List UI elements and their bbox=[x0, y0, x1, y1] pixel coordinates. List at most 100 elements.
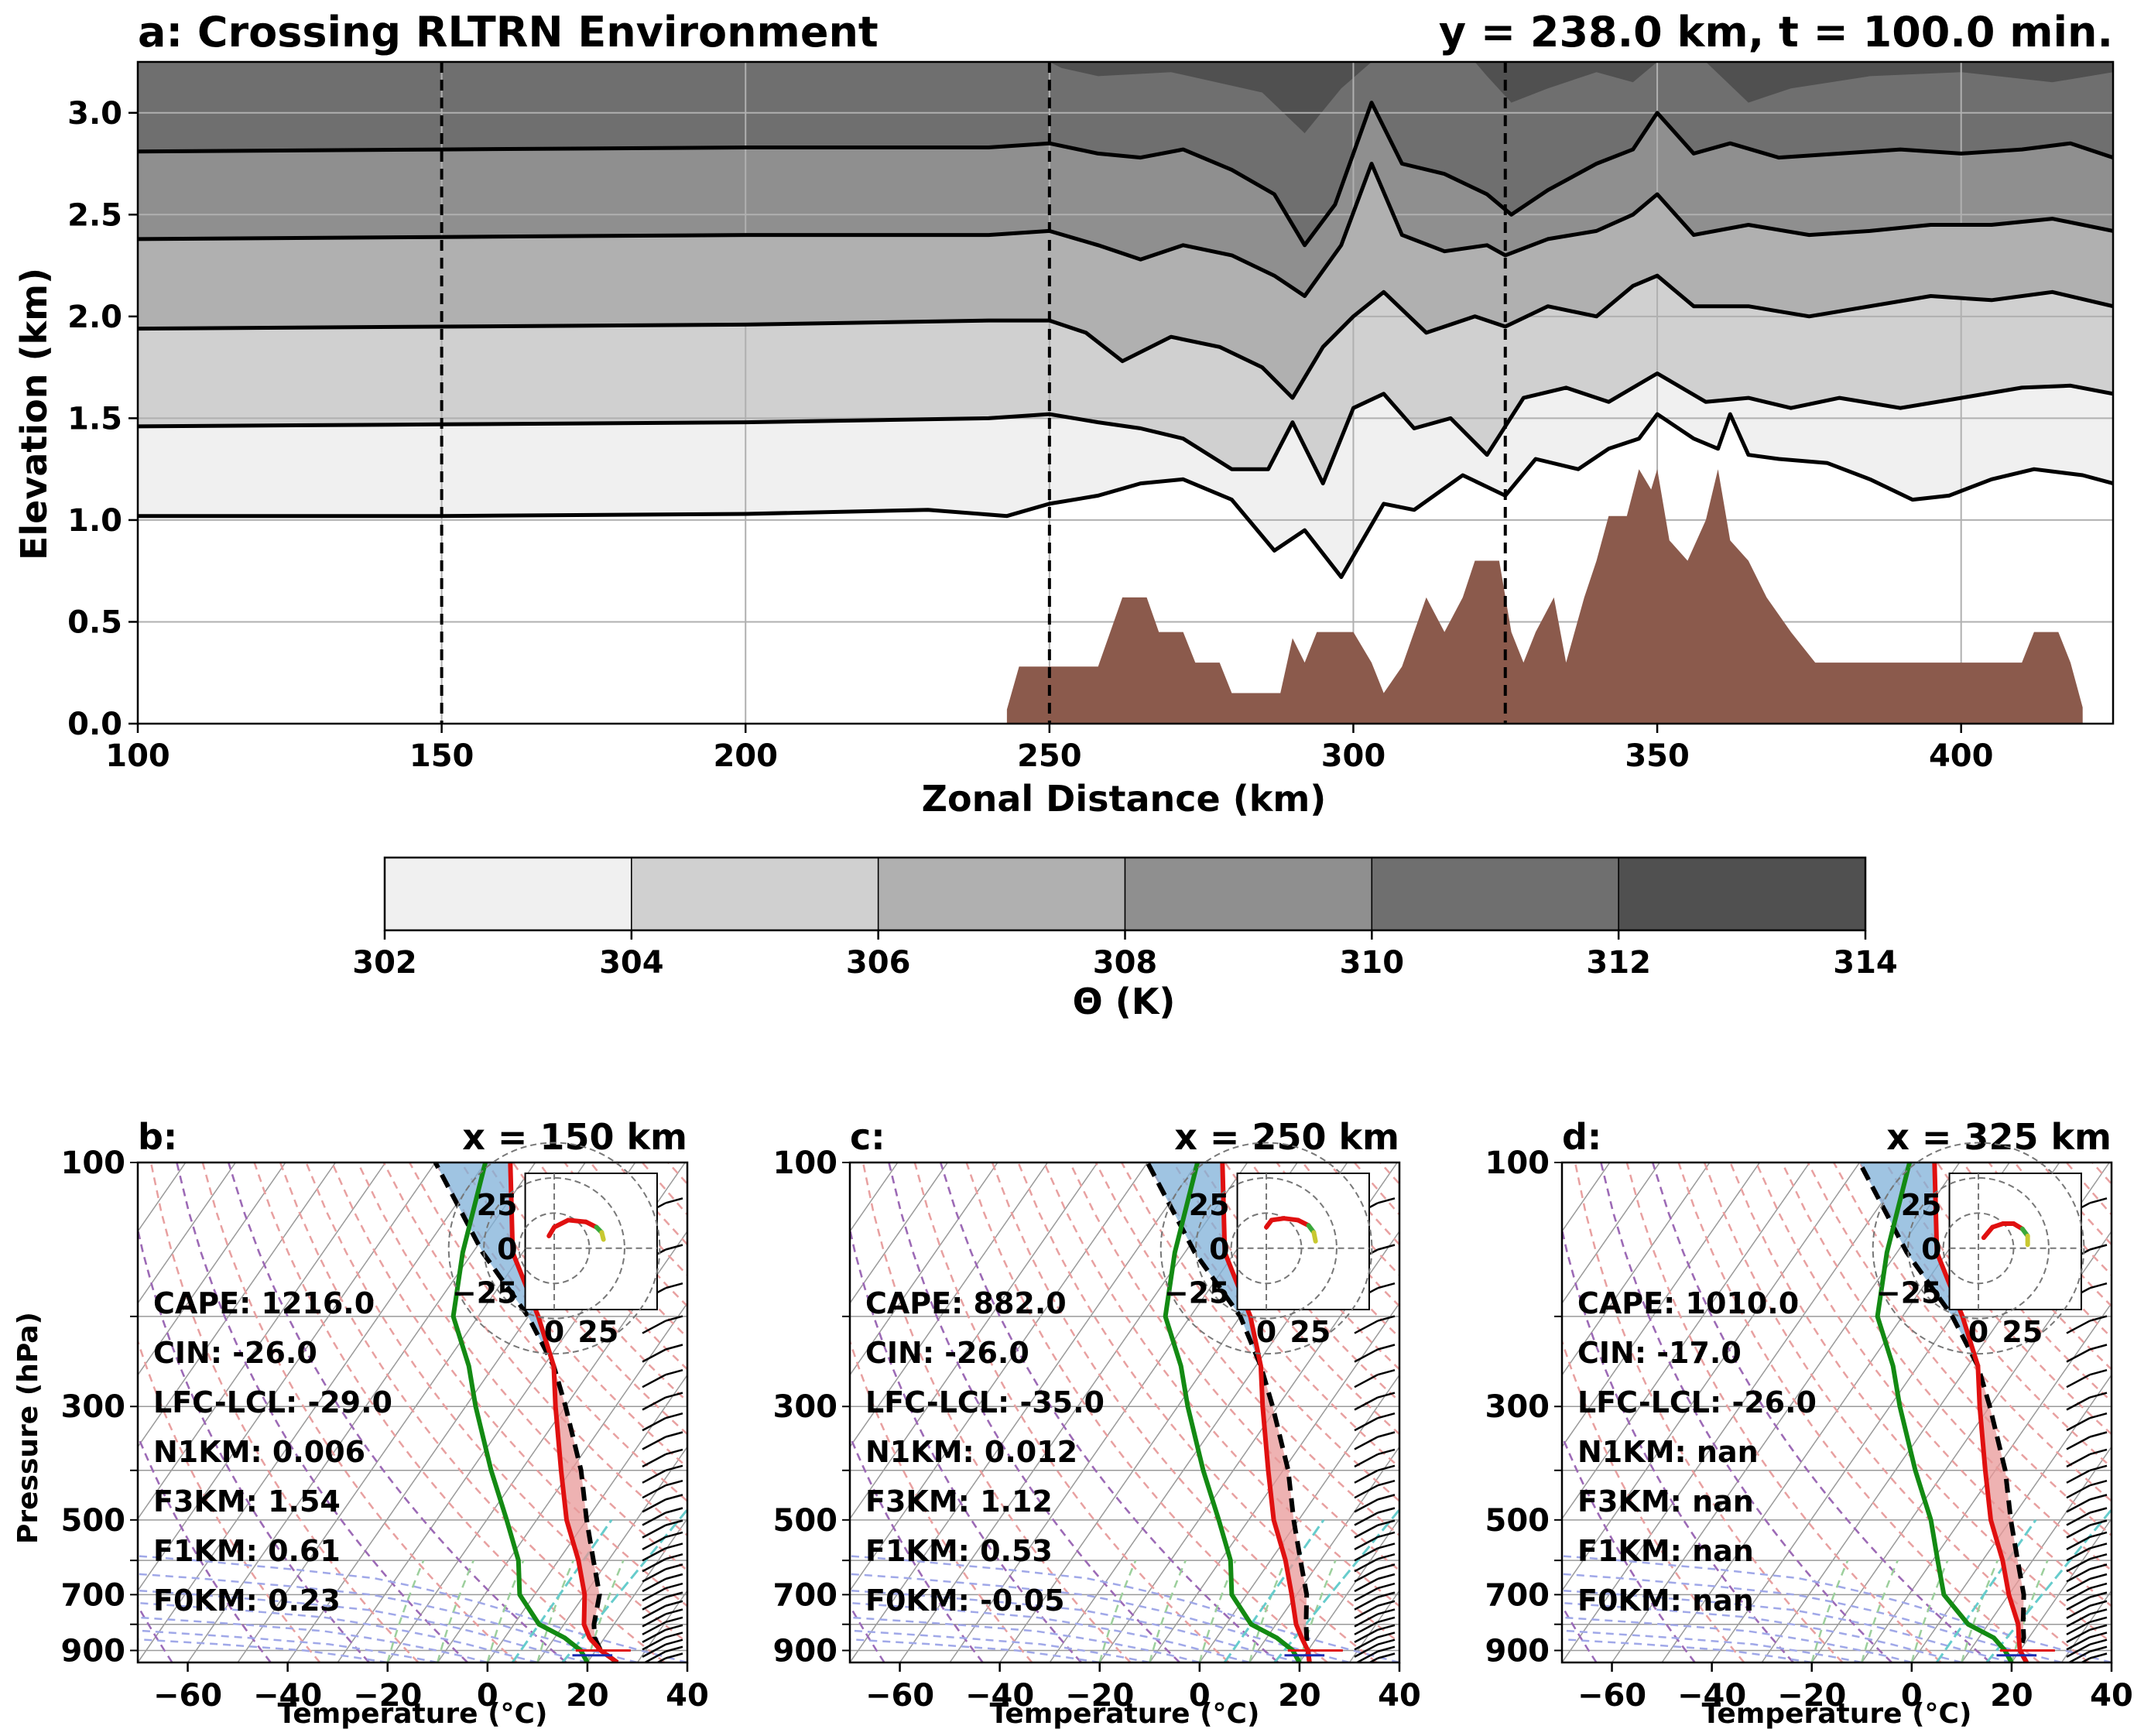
hodograph-ytick-0: 25 bbox=[477, 1188, 518, 1222]
upper-shading bbox=[1859, 1162, 1978, 1366]
isotherm-10 bbox=[1248, 1446, 1399, 1662]
dry-adiabat-120 bbox=[1910, 1162, 2112, 1403]
cyan-line-1 bbox=[1223, 1519, 1325, 1662]
hodograph-ring-40 bbox=[1907, 1176, 2050, 1320]
wind-barb-14 bbox=[1354, 1524, 1379, 1539]
skew-ytick-label-500: 500 bbox=[773, 1503, 838, 1539]
index-1: CIN: -26.0 bbox=[153, 1336, 317, 1370]
wind-barb-flag-19 bbox=[665, 1573, 683, 1580]
wind-barb-12 bbox=[1354, 1498, 1379, 1513]
index-2: LFC-LCL: -26.0 bbox=[1577, 1385, 1817, 1419]
skew-xtick-label-0: 0 bbox=[477, 1678, 498, 1714]
panel-a-title: a: Crossing RLTRN Environment bbox=[138, 8, 879, 56]
wind-barb-8 bbox=[1354, 1436, 1379, 1450]
colorbar-tick-label-312: 312 bbox=[1586, 945, 1651, 981]
wind-barb-11 bbox=[1354, 1484, 1379, 1499]
index-0: CAPE: 1010.0 bbox=[1577, 1286, 1799, 1320]
wind-barb-flag-13 bbox=[1377, 1507, 1396, 1514]
xtick-label-150: 150 bbox=[409, 738, 474, 774]
panel-c-xlabel: Temperature (°C) bbox=[990, 1698, 1260, 1730]
wind-barb-flag-10 bbox=[1377, 1464, 1396, 1471]
panel-a-frame bbox=[136, 60, 2115, 725]
parcel-profile bbox=[1857, 1162, 2029, 1662]
colorbar-segment-4 bbox=[1371, 857, 1619, 931]
panel-b-xlabel: Temperature (°C) bbox=[278, 1698, 548, 1730]
colorbar-segment-3 bbox=[1124, 857, 1373, 931]
cyan-line-1 bbox=[511, 1519, 613, 1662]
dry-adiabat-130 bbox=[1224, 1162, 1399, 1371]
wind-barb-flag-2 bbox=[2089, 1282, 2108, 1289]
index-1: CIN: -26.0 bbox=[865, 1336, 1029, 1370]
dry-adiabat-50 bbox=[1729, 1162, 2112, 1644]
wind-barb-flag-11 bbox=[2089, 1480, 2108, 1487]
mixing-ratio-10 bbox=[1961, 1560, 1999, 1662]
wind-barb-13 bbox=[1354, 1512, 1379, 1526]
wind-barb-flag-16 bbox=[665, 1543, 683, 1549]
wind-barb-3 bbox=[1354, 1320, 1379, 1334]
wind-barb-flag-7 bbox=[665, 1412, 683, 1419]
wind-barb-flag-24 bbox=[2089, 1616, 2108, 1624]
hodograph-frame bbox=[1236, 1173, 1370, 1310]
hodograph-frame bbox=[1948, 1173, 2082, 1310]
wind-barb-flag-5 bbox=[1377, 1368, 1396, 1376]
mixing-ratio-20 bbox=[1298, 1560, 1337, 1662]
wind-barb-flag-26 bbox=[1377, 1632, 1396, 1638]
moist-adiabat-10 bbox=[850, 1601, 1250, 1662]
moist-adiabat-40 bbox=[138, 1555, 687, 1662]
hodograph-ytick-2: −25 bbox=[1164, 1276, 1230, 1310]
dry-adiabat-60 bbox=[1043, 1162, 1399, 1608]
wind-barb-23 bbox=[2066, 1613, 2091, 1628]
xtick-label-250: 250 bbox=[1017, 738, 1082, 774]
wind-barb-flag-12 bbox=[1377, 1494, 1396, 1501]
panel-b-title: b: bbox=[138, 1116, 177, 1158]
index-3: N1KM: nan bbox=[1577, 1435, 1759, 1469]
wind-barb-flag-21 bbox=[2089, 1591, 2108, 1598]
wind-barb-24 bbox=[642, 1621, 666, 1635]
purple-line--20 bbox=[850, 1225, 1082, 1662]
wind-barb-flag-14 bbox=[2089, 1519, 2108, 1526]
wind-barb-18 bbox=[2066, 1568, 2091, 1583]
wind-barb-flag-8 bbox=[2089, 1431, 2108, 1438]
ytick-label-0.5: 0.5 bbox=[67, 604, 122, 640]
panel-b-subtitle: x = 150 km bbox=[462, 1116, 687, 1158]
wind-barb-flag-26 bbox=[665, 1632, 683, 1638]
isotherm--10 bbox=[437, 1302, 687, 1662]
hodograph-ring-40 bbox=[483, 1176, 625, 1320]
wind-barb-flag-16 bbox=[1377, 1543, 1396, 1549]
wind-barb-16 bbox=[1354, 1547, 1379, 1562]
dry-adiabat-50 bbox=[305, 1162, 687, 1644]
purple-line--20 bbox=[1562, 1225, 1794, 1662]
mixing-ratio-0 bbox=[486, 1560, 525, 1662]
wind-barb-19 bbox=[642, 1577, 666, 1593]
isotherm--110 bbox=[138, 1162, 286, 1376]
wind-barb-flag-24 bbox=[1377, 1616, 1396, 1624]
hodograph-ytick-1: 0 bbox=[1209, 1232, 1229, 1266]
dry-adiabat-40 bbox=[1703, 1162, 2090, 1662]
dry-adiabat-30 bbox=[965, 1162, 1328, 1662]
panel-a-xlabel: Zonal Distance (km) bbox=[922, 778, 1327, 820]
dewpoint-profile bbox=[1875, 1162, 2014, 1662]
wind-barb-flag-19 bbox=[1377, 1573, 1396, 1580]
purple-line--80 bbox=[1392, 1162, 1498, 1662]
skew-xtick-label-0: 0 bbox=[1901, 1678, 1923, 1714]
wind-barb-12 bbox=[642, 1498, 666, 1513]
wind-barb-flag-28 bbox=[665, 1645, 683, 1652]
index-4: F3KM: 1.54 bbox=[153, 1484, 341, 1519]
colorbar-tick-label-302: 302 bbox=[352, 945, 417, 981]
wind-barb-24 bbox=[2066, 1621, 2091, 1635]
wind-barb-12 bbox=[2066, 1498, 2091, 1513]
wind-barb-11 bbox=[642, 1484, 666, 1499]
wind-barb-flag-19 bbox=[2089, 1573, 2108, 1580]
wind-barb-flag-23 bbox=[665, 1608, 683, 1615]
ytick-label-2.5: 2.5 bbox=[67, 197, 122, 233]
cyan-line-2 bbox=[1273, 1508, 1399, 1662]
isotherm--90 bbox=[850, 1162, 1098, 1520]
wind-barb-7 bbox=[642, 1417, 666, 1432]
hodograph-segment-5 bbox=[599, 1230, 606, 1242]
isotherm--10 bbox=[1861, 1302, 2112, 1662]
mixing-ratio-0 bbox=[1198, 1560, 1237, 1662]
wind-barb-8 bbox=[642, 1436, 666, 1450]
purple-line--40 bbox=[1562, 1433, 1696, 1662]
xtick-label-100: 100 bbox=[105, 738, 170, 774]
dry-adiabat--10 bbox=[149, 1162, 420, 1662]
